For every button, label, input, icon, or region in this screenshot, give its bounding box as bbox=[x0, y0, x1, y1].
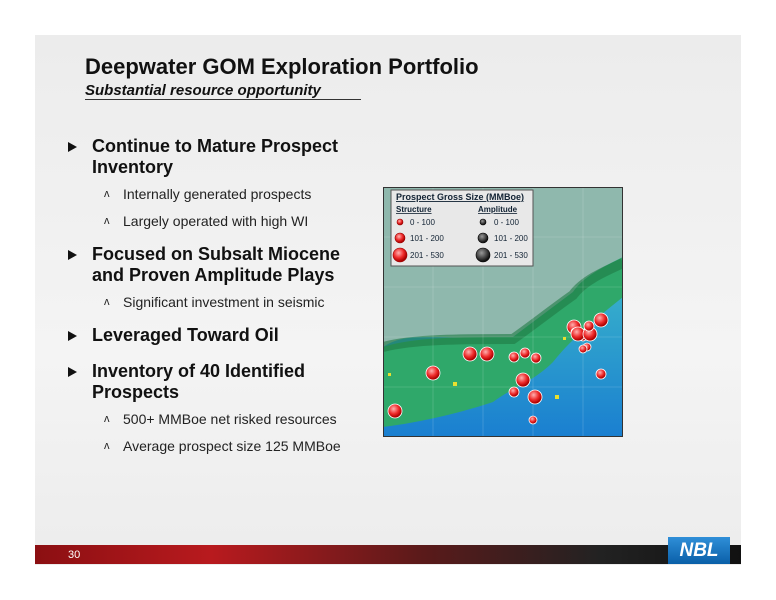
legend-box bbox=[390, 189, 534, 267]
sub-bullet-text: Average prospect size 125 MMBoe bbox=[123, 438, 341, 454]
sub-bullet-text: Largely operated with high WI bbox=[123, 213, 309, 229]
slide-subtitle: Substantial resource opportunity bbox=[85, 82, 361, 100]
legend-range: 201 - 530 bbox=[410, 251, 444, 260]
legend-column: Structure bbox=[396, 205, 432, 214]
bullet-marker bbox=[68, 142, 77, 152]
bullet-text: Inventory of 40 Identified bbox=[92, 361, 306, 381]
bullet-text: Inventory bbox=[92, 157, 174, 177]
bullet-marker bbox=[68, 250, 77, 260]
sub-bullet-text: 500+ MMBoe net risked resources bbox=[123, 411, 337, 427]
prospect-map: Prospect Gross Size (MMBoe) Structure Am… bbox=[383, 187, 623, 437]
sub-bullet-marker: ʌ bbox=[104, 413, 110, 425]
sub-bullet-marker: ʌ bbox=[104, 296, 110, 308]
bullet-text: Prospects bbox=[92, 382, 180, 402]
sub-bullet-marker: ʌ bbox=[104, 215, 110, 227]
bullet-text: and Proven Amplitude Plays bbox=[92, 265, 335, 285]
page-number: 30 bbox=[68, 549, 81, 561]
bullet-text: Continue to Mature Prospect bbox=[92, 136, 339, 156]
legend-range: 0 - 100 bbox=[494, 218, 519, 227]
sub-bullet-marker: ʌ bbox=[104, 188, 110, 200]
slide-title: Deepwater GOM Exploration Portfolio bbox=[85, 54, 479, 79]
legend-range: 101 - 200 bbox=[410, 234, 444, 243]
sub-bullet-text: Significant investment in seismic bbox=[123, 294, 325, 310]
legend-range: 0 - 100 bbox=[410, 218, 435, 227]
legend-range: 201 - 530 bbox=[494, 251, 528, 260]
sub-bullet-text: Internally generated prospects bbox=[123, 186, 312, 202]
bullet-text: Leveraged Toward Oil bbox=[92, 325, 279, 345]
legend-range: 101 - 200 bbox=[494, 234, 528, 243]
footer-bar bbox=[35, 545, 741, 564]
company-logo: NBL bbox=[668, 537, 730, 564]
legend-column: Amplitude bbox=[478, 205, 518, 214]
bullet-text: Focused on Subsalt Miocene bbox=[92, 244, 341, 264]
bullet-marker bbox=[68, 331, 77, 341]
sub-bullet-marker: ʌ bbox=[104, 440, 110, 452]
legend-title: Prospect Gross Size (MMBoe) bbox=[396, 192, 524, 202]
bullet-marker bbox=[68, 367, 77, 377]
